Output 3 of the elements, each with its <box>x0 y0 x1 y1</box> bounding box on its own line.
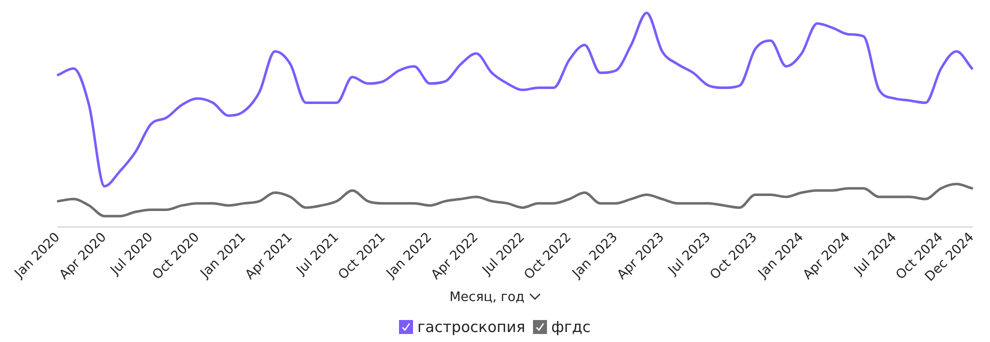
legend-label: фгдс <box>551 318 591 336</box>
legend-label: гастроскопия <box>417 318 526 336</box>
x-axis-title: Месяц, год <box>449 290 525 305</box>
